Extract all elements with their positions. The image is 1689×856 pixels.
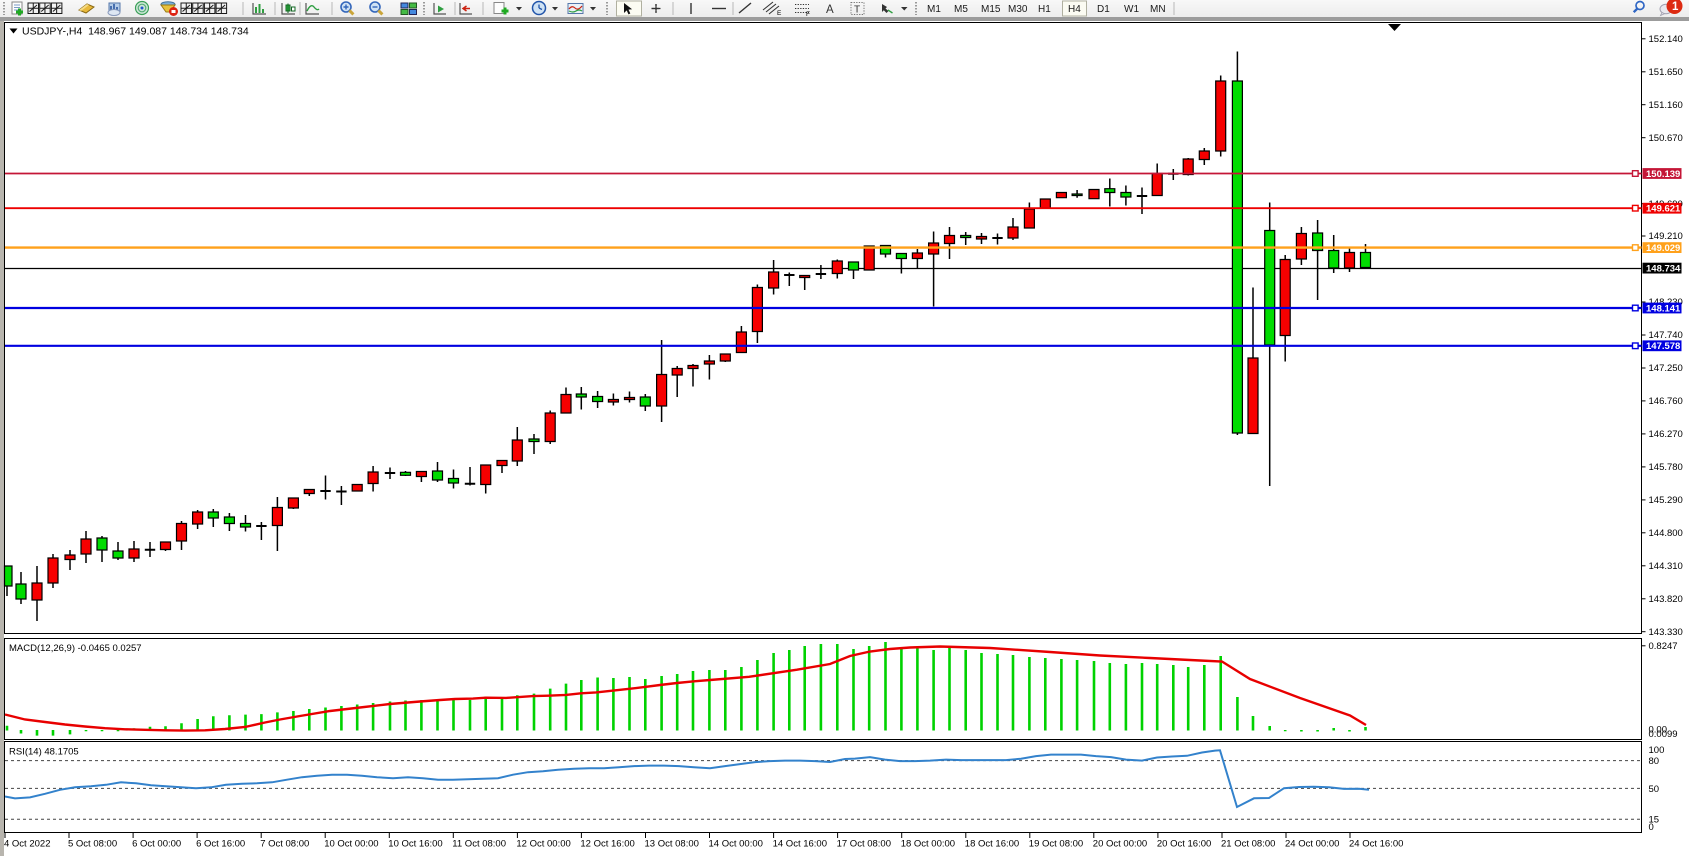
svg-text:10 Oct 00:00: 10 Oct 00:00 bbox=[324, 839, 378, 850]
svg-text:13 Oct 08:00: 13 Oct 08:00 bbox=[645, 839, 699, 850]
svg-text:1: 1 bbox=[1672, 1, 1679, 13]
svg-text:143.820: 143.820 bbox=[1649, 594, 1683, 605]
svg-text:150.670: 150.670 bbox=[1649, 133, 1683, 144]
svg-text:144.310: 144.310 bbox=[1649, 561, 1683, 572]
svg-text:M15: M15 bbox=[981, 4, 1001, 15]
svg-text:18 Oct 16:00: 18 Oct 16:00 bbox=[965, 839, 1019, 850]
svg-text:24 Oct 16:00: 24 Oct 16:00 bbox=[1349, 839, 1403, 850]
svg-text:151.650: 151.650 bbox=[1649, 67, 1683, 78]
svg-text:147.250: 147.250 bbox=[1649, 363, 1683, 374]
svg-text:W1: W1 bbox=[1124, 4, 1139, 15]
svg-text:10 Oct 16:00: 10 Oct 16:00 bbox=[388, 839, 442, 850]
svg-text:7 Oct 08:00: 7 Oct 08:00 bbox=[260, 839, 309, 850]
svg-text:14 Oct 16:00: 14 Oct 16:00 bbox=[773, 839, 827, 850]
svg-text:80: 80 bbox=[1649, 756, 1660, 767]
svg-text:24 Oct 00:00: 24 Oct 00:00 bbox=[1285, 839, 1339, 850]
svg-text:F: F bbox=[806, 11, 810, 17]
svg-text:M30: M30 bbox=[1008, 4, 1028, 15]
svg-text:6 Oct 16:00: 6 Oct 16:00 bbox=[196, 839, 245, 850]
svg-text:149.621: 149.621 bbox=[1646, 204, 1681, 215]
svg-text:17 Oct 08:00: 17 Oct 08:00 bbox=[837, 839, 891, 850]
svg-text:RSI(14) 48.1705: RSI(14) 48.1705 bbox=[9, 747, 79, 758]
svg-text:5 Oct 08:00: 5 Oct 08:00 bbox=[68, 839, 117, 850]
svg-text:18 Oct 00:00: 18 Oct 00:00 bbox=[901, 839, 955, 850]
svg-text:19 Oct 08:00: 19 Oct 08:00 bbox=[1029, 839, 1083, 850]
svg-text:0.8247: 0.8247 bbox=[1649, 641, 1678, 652]
svg-text:150.139: 150.139 bbox=[1646, 169, 1680, 180]
svg-text:T: T bbox=[854, 5, 860, 16]
svg-text:H1: H1 bbox=[1038, 4, 1051, 15]
svg-text:145.290: 145.290 bbox=[1649, 495, 1683, 506]
svg-text:149.029: 149.029 bbox=[1646, 243, 1680, 254]
svg-text:M5: M5 bbox=[954, 4, 968, 15]
svg-text:21 Oct 08:00: 21 Oct 08:00 bbox=[1221, 839, 1275, 850]
svg-text:USDJPY-,H4 148.967 149.087 14: USDJPY-,H4 148.967 149.087 148.734 148.7… bbox=[22, 26, 249, 38]
svg-text:151.160: 151.160 bbox=[1649, 100, 1683, 111]
svg-text:14 Oct 00:00: 14 Oct 00:00 bbox=[709, 839, 763, 850]
svg-text:146.760: 146.760 bbox=[1649, 396, 1683, 407]
svg-text:0.00: 0.00 bbox=[1649, 725, 1668, 736]
svg-text:149.210: 149.210 bbox=[1649, 231, 1683, 242]
svg-text:0.0099: 0.0099 bbox=[1649, 729, 1678, 740]
svg-text:147.740: 147.740 bbox=[1649, 330, 1683, 341]
svg-text:20 Oct 00:00: 20 Oct 00:00 bbox=[1093, 839, 1147, 850]
svg-text:143.330: 143.330 bbox=[1649, 627, 1683, 638]
svg-text:MN: MN bbox=[1150, 4, 1166, 15]
svg-text:148.141: 148.141 bbox=[1646, 303, 1681, 314]
svg-text:12 Oct 16:00: 12 Oct 16:00 bbox=[580, 839, 634, 850]
svg-text:MACD(12,26,9) -0.0465 0.0257: MACD(12,26,9) -0.0465 0.0257 bbox=[9, 643, 142, 654]
svg-text:E: E bbox=[777, 10, 782, 17]
svg-text:20 Oct 16:00: 20 Oct 16:00 bbox=[1157, 839, 1211, 850]
svg-text:152.140: 152.140 bbox=[1649, 34, 1683, 45]
svg-text:145.780: 145.780 bbox=[1649, 462, 1683, 473]
svg-text:146.270: 146.270 bbox=[1649, 429, 1683, 440]
svg-text:A: A bbox=[826, 4, 834, 16]
svg-text:100: 100 bbox=[1649, 745, 1665, 756]
svg-text:11 Oct 08:00: 11 Oct 08:00 bbox=[452, 839, 506, 850]
svg-text:147.578: 147.578 bbox=[1646, 341, 1680, 352]
svg-text:4 Oct 2022: 4 Oct 2022 bbox=[4, 839, 50, 850]
svg-text:M1: M1 bbox=[927, 4, 941, 15]
svg-text:148.734: 148.734 bbox=[1646, 264, 1681, 275]
svg-text:D1: D1 bbox=[1097, 4, 1110, 15]
svg-text:50: 50 bbox=[1649, 784, 1660, 795]
svg-text:0: 0 bbox=[1649, 822, 1654, 833]
svg-text:144.800: 144.800 bbox=[1649, 528, 1683, 539]
svg-text:6 Oct 00:00: 6 Oct 00:00 bbox=[132, 839, 181, 850]
svg-text:H4: H4 bbox=[1068, 4, 1081, 15]
svg-text:12 Oct 00:00: 12 Oct 00:00 bbox=[516, 839, 570, 850]
svg-text:15: 15 bbox=[1649, 815, 1660, 826]
